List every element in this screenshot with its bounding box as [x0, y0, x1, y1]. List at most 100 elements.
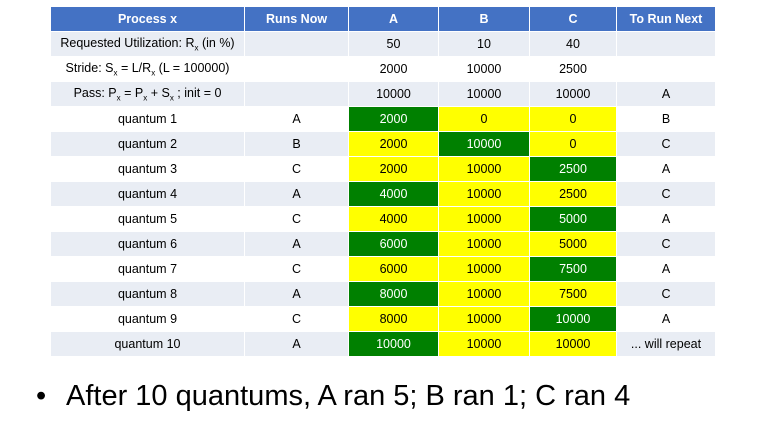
runs-now-cell: A — [244, 331, 349, 357]
header-a: A — [348, 6, 439, 32]
runs-now-cell: A — [244, 181, 349, 207]
table-row: quantum 3 C 2000 10000 2500 A — [50, 156, 716, 182]
pass-c-cell: 10000 — [529, 306, 617, 332]
to-run-next-cell: B — [616, 106, 716, 132]
pass-a-cell: 10000 — [348, 331, 439, 357]
to-run-next-cell: C — [616, 131, 716, 157]
pass-a-cell: 8000 — [348, 306, 439, 332]
table-row: quantum 8 A 8000 10000 7500 C — [50, 281, 716, 307]
table-row: quantum 4 A 4000 10000 2500 C — [50, 181, 716, 207]
pass-b-cell: 10 — [438, 31, 530, 57]
pass-a-cell: 2000 — [348, 56, 439, 82]
pass-c-cell: 40 — [529, 31, 617, 57]
runs-now-cell: C — [244, 306, 349, 332]
table-row: Requested Utilization: Rx (in %) 50 10 40 — [50, 31, 716, 57]
table-row: quantum 1 A 2000 0 0 B — [50, 106, 716, 132]
pass-b-cell: 10000 — [438, 231, 530, 257]
runs-now-cell — [244, 56, 349, 82]
pass-b-cell: 10000 — [438, 331, 530, 357]
row-label: quantum 10 — [50, 331, 245, 357]
pass-b-cell: 10000 — [438, 156, 530, 182]
pass-c-cell: 5000 — [529, 206, 617, 232]
runs-now-cell: C — [244, 156, 349, 182]
pass-a-cell: 50 — [348, 31, 439, 57]
pass-a-cell: 6000 — [348, 231, 439, 257]
to-run-next-cell: C — [616, 281, 716, 307]
table-row: quantum 2 B 2000 10000 0 C — [50, 131, 716, 157]
pass-a-cell: 2000 — [348, 131, 439, 157]
pass-b-cell: 10000 — [438, 181, 530, 207]
row-label: Requested Utilization: Rx (in %) — [50, 31, 245, 57]
to-run-next-cell: A — [616, 81, 716, 107]
pass-b-cell: 10000 — [438, 281, 530, 307]
header-to-run-next: To Run Next — [616, 6, 716, 32]
row-label: quantum 6 — [50, 231, 245, 257]
pass-a-cell: 8000 — [348, 281, 439, 307]
to-run-next-cell: A — [616, 156, 716, 182]
pass-b-cell: 10000 — [438, 306, 530, 332]
pass-a-cell: 2000 — [348, 156, 439, 182]
runs-now-cell: B — [244, 131, 349, 157]
pass-c-cell: 2500 — [529, 156, 617, 182]
row-label: quantum 7 — [50, 256, 245, 282]
pass-c-cell: 7500 — [529, 256, 617, 282]
header-row: Process x Runs Now A B C To Run Next — [50, 6, 716, 32]
row-label: quantum 1 — [50, 106, 245, 132]
table-row: quantum 6 A 6000 10000 5000 C — [50, 231, 716, 257]
table-row: Pass: Px = Px + Sx ; init = 0 10000 10000 1… — [50, 81, 716, 107]
header-runs-now: Runs Now — [244, 6, 349, 32]
runs-now-cell: A — [244, 231, 349, 257]
table-row: Stride: Sx = L/Rx (L = 100000) 2000 10000 2… — [50, 56, 716, 82]
bullet-dot: • — [36, 380, 47, 412]
summary-text: After 10 quantums, A ran 5; B ran 1; C r… — [66, 380, 631, 412]
runs-now-cell: A — [244, 106, 349, 132]
stride-scheduling-table: Process x Runs Now A B C To Run Next Req… — [50, 6, 716, 357]
table-row: quantum 5 C 4000 10000 5000 A — [50, 206, 716, 232]
row-label: quantum 9 — [50, 306, 245, 332]
row-label: quantum 8 — [50, 281, 245, 307]
runs-now-cell: C — [244, 256, 349, 282]
row-label: Pass: Px = Px + Sx ; init = 0 — [50, 81, 245, 107]
row-label: Stride: Sx = L/Rx (L = 100000) — [50, 56, 245, 82]
to-run-next-cell: A — [616, 256, 716, 282]
to-run-next-cell: A — [616, 206, 716, 232]
to-run-next-cell: C — [616, 231, 716, 257]
pass-a-cell: 4000 — [348, 181, 439, 207]
header-c: C — [529, 6, 617, 32]
pass-c-cell: 0 — [529, 106, 617, 132]
row-label: quantum 4 — [50, 181, 245, 207]
pass-c-cell: 7500 — [529, 281, 617, 307]
row-label: quantum 5 — [50, 206, 245, 232]
pass-c-cell: 0 — [529, 131, 617, 157]
row-label: quantum 3 — [50, 156, 245, 182]
table-row: quantum 10 A 10000 10000 10000... will repea… — [50, 331, 716, 357]
to-run-next-cell — [616, 56, 716, 82]
summary-bullet: • After 10 quantums, A ran 5; B ran 1; C … — [36, 380, 630, 413]
runs-now-cell — [244, 81, 349, 107]
pass-a-cell: 10000 — [348, 81, 439, 107]
to-run-next-cell — [616, 31, 716, 57]
pass-c-cell: 2500 — [529, 181, 617, 207]
pass-c-cell: 5000 — [529, 231, 617, 257]
pass-a-cell: 6000 — [348, 256, 439, 282]
runs-now-cell: A — [244, 281, 349, 307]
row-label: quantum 2 — [50, 131, 245, 157]
pass-b-cell: 10000 — [438, 81, 530, 107]
runs-now-cell — [244, 31, 349, 57]
table-body: Requested Utilization: Rx (in %) 50 10 40 St… — [50, 31, 716, 357]
pass-b-cell: 10000 — [438, 56, 530, 82]
to-run-next-cell: C — [616, 181, 716, 207]
pass-b-cell: 10000 — [438, 206, 530, 232]
pass-a-cell: 4000 — [348, 206, 439, 232]
header-process: Process x — [50, 6, 245, 32]
pass-a-cell: 2000 — [348, 106, 439, 132]
pass-b-cell: 10000 — [438, 131, 530, 157]
header-b: B — [438, 6, 530, 32]
to-run-next-cell: A — [616, 306, 716, 332]
pass-c-cell: 2500 — [529, 56, 617, 82]
to-run-next-cell: ... will repeat — [616, 331, 716, 357]
pass-c-cell: 10000 — [529, 81, 617, 107]
table-row: quantum 7 C 6000 10000 7500 A — [50, 256, 716, 282]
pass-b-cell: 10000 — [438, 256, 530, 282]
